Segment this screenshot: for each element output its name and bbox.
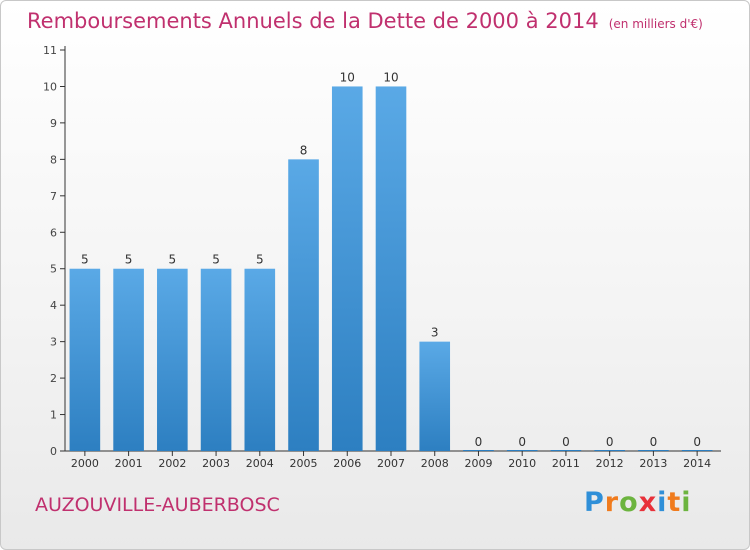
proxiti-logo: Proxiti [584,487,692,518]
bar-2001 [113,268,144,451]
value-label-2007: 10 [383,70,398,84]
bar-2002 [157,268,188,451]
y-tick-label: 5 [50,263,57,276]
y-tick-label: 4 [50,299,57,312]
value-label-2008: 3 [431,326,439,340]
bar-2003 [200,268,232,451]
y-tick-label: 8 [50,153,57,166]
logo-letter: x [638,487,658,518]
logo-letter: P [584,487,605,518]
logo-letter: o [619,487,639,518]
value-label-2006: 10 [340,70,355,84]
bar-2012 [594,450,625,451]
logo-letter: i [681,487,692,518]
logo-letter: r [604,487,620,518]
y-tick-label: 11 [43,44,57,57]
bar-2004 [244,268,276,451]
y-tick-label: 2 [50,372,57,385]
value-label-2004: 5 [256,253,264,267]
x-tick-label-2007: 2007 [377,457,405,470]
value-label-2012: 0 [606,435,614,449]
y-tick-label: 9 [50,117,57,130]
logo-letter: i [657,487,668,518]
bar-2000 [69,268,101,451]
bar-2014 [681,450,713,451]
x-tick-label-2011: 2011 [552,457,580,470]
value-label-2013: 0 [650,435,658,449]
tick-labels: 0 1 2 3 4 5 6 7 8 9 10 11 2000 2001 2002 2003 2004 2005 20… [43,44,711,470]
chart-title: Remboursements Annuels de la Dette de 20… [27,9,703,33]
y-tick-label: 7 [50,190,57,203]
value-label-2003: 5 [212,253,220,267]
x-tick-label-2002: 2002 [158,457,186,470]
x-tick-label-2001: 2001 [115,457,143,470]
value-label-2014: 0 [693,435,701,449]
value-label-2010: 0 [518,435,526,449]
y-tick-label: 3 [50,336,57,349]
x-tick-label-2014: 2014 [683,457,711,470]
x-tick-label-2010: 2010 [508,457,536,470]
x-tick-label-2006: 2006 [333,457,361,470]
x-tick-label-2009: 2009 [464,457,492,470]
value-label-2002: 5 [169,253,177,267]
title-unit: (en milliers d'€) [608,17,703,31]
x-tick-label-2013: 2013 [639,457,667,470]
x-tick-label-2004: 2004 [246,457,274,470]
bar-2011 [550,450,582,451]
bar-2006 [331,86,363,452]
bar-2010 [506,450,538,451]
x-tick-label-2003: 2003 [202,457,230,470]
x-tick-label-2005: 2005 [290,457,318,470]
value-label-2000: 5 [81,253,89,267]
x-tick-label-2008: 2008 [421,457,449,470]
value-label-2009: 0 [475,435,483,449]
y-tick-label: 10 [43,80,57,93]
town-name: AUZOUVILLE-AUBERBOSC [35,494,280,516]
bar-2013 [638,450,669,451]
y-tick-label: 1 [50,409,57,422]
bar-2009 [463,450,494,451]
bar-2008 [419,341,451,451]
bars [69,86,713,452]
value-label-2001: 5 [125,253,133,267]
value-label-2005: 8 [300,143,308,157]
bar-2007 [375,86,407,452]
y-tick-label: 0 [50,445,57,458]
x-tick-label-2012: 2012 [596,457,624,470]
title-text: Remboursements Annuels de la Dette de 20… [27,9,599,33]
y-tick-label: 6 [50,226,57,239]
value-labels: 5 5 5 5 5 8 10 10 3 0 0 0 0 0 0 [81,70,701,449]
bar-2005 [288,159,319,451]
x-tick-label-2000: 2000 [71,457,99,470]
logo-letter: t [667,487,682,518]
value-label-2011: 0 [562,435,570,449]
